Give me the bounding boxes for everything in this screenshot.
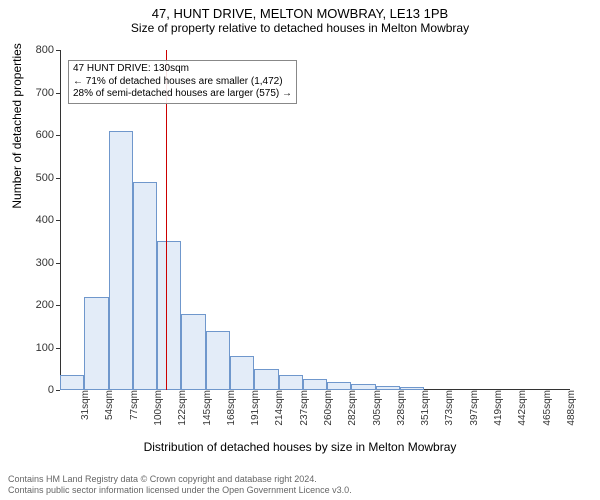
x-tick-label: 31sqm	[76, 390, 91, 420]
page-subtitle: Size of property relative to detached ho…	[0, 21, 600, 35]
y-tick	[56, 220, 60, 221]
y-tick	[56, 390, 60, 391]
histogram-bar	[303, 379, 327, 390]
x-tick-label: 77sqm	[125, 390, 140, 420]
x-tick-label: 54sqm	[100, 390, 115, 420]
footer-attribution: Contains HM Land Registry data © Crown c…	[8, 474, 352, 496]
x-tick-label: 122sqm	[173, 390, 188, 426]
histogram-bar	[60, 375, 84, 390]
page-title: 47, HUNT DRIVE, MELTON MOWBRAY, LE13 1PB	[0, 0, 600, 21]
histogram-bar	[133, 182, 157, 390]
y-axis-label: Number of detached properties	[10, 43, 24, 208]
x-tick-label: 397sqm	[465, 390, 480, 426]
histogram-bar	[327, 382, 351, 390]
y-tick	[56, 263, 60, 264]
y-tick	[56, 305, 60, 306]
histogram-bar	[109, 131, 133, 390]
x-tick-label: 168sqm	[222, 390, 237, 426]
histogram-bar	[279, 375, 303, 390]
x-tick-label: 373sqm	[440, 390, 455, 426]
x-tick-label: 282sqm	[343, 390, 358, 426]
x-tick-label: 214sqm	[270, 390, 285, 426]
histogram-bar	[181, 314, 205, 391]
x-tick-label: 465sqm	[538, 390, 553, 426]
annotation-line2: ← 71% of detached houses are smaller (1,…	[73, 76, 292, 89]
annotation-line3: 28% of semi-detached houses are larger (…	[73, 88, 292, 101]
x-tick-label: 442sqm	[513, 390, 528, 426]
y-tick	[56, 135, 60, 136]
annotation-line1: 47 HUNT DRIVE: 130sqm	[73, 63, 292, 76]
x-tick-label: 305sqm	[368, 390, 383, 426]
y-tick	[56, 93, 60, 94]
x-tick-label: 191sqm	[246, 390, 261, 426]
y-tick	[56, 50, 60, 51]
x-axis-label: Distribution of detached houses by size …	[0, 440, 600, 454]
histogram-bar	[254, 369, 278, 390]
x-tick-label: 328sqm	[392, 390, 407, 426]
x-tick-label: 237sqm	[295, 390, 310, 426]
x-tick-label: 145sqm	[198, 390, 213, 426]
y-axis-line	[60, 50, 61, 390]
x-tick-label: 100sqm	[149, 390, 164, 426]
histogram-bar	[157, 241, 181, 390]
histogram-bar	[206, 331, 230, 391]
histogram-bar	[230, 356, 254, 390]
x-tick-label: 419sqm	[489, 390, 504, 426]
x-tick-label: 488sqm	[562, 390, 577, 426]
histogram-chart: 010020030040050060070080031sqm54sqm77sqm…	[60, 50, 570, 390]
y-tick	[56, 348, 60, 349]
footer-line2: Contains public sector information licen…	[8, 485, 352, 496]
x-tick-label: 260sqm	[319, 390, 334, 426]
annotation-box: 47 HUNT DRIVE: 130sqm← 71% of detached h…	[68, 60, 297, 104]
histogram-bar	[84, 297, 108, 391]
x-tick-label: 351sqm	[416, 390, 431, 426]
y-tick	[56, 178, 60, 179]
footer-line1: Contains HM Land Registry data © Crown c…	[8, 474, 352, 485]
